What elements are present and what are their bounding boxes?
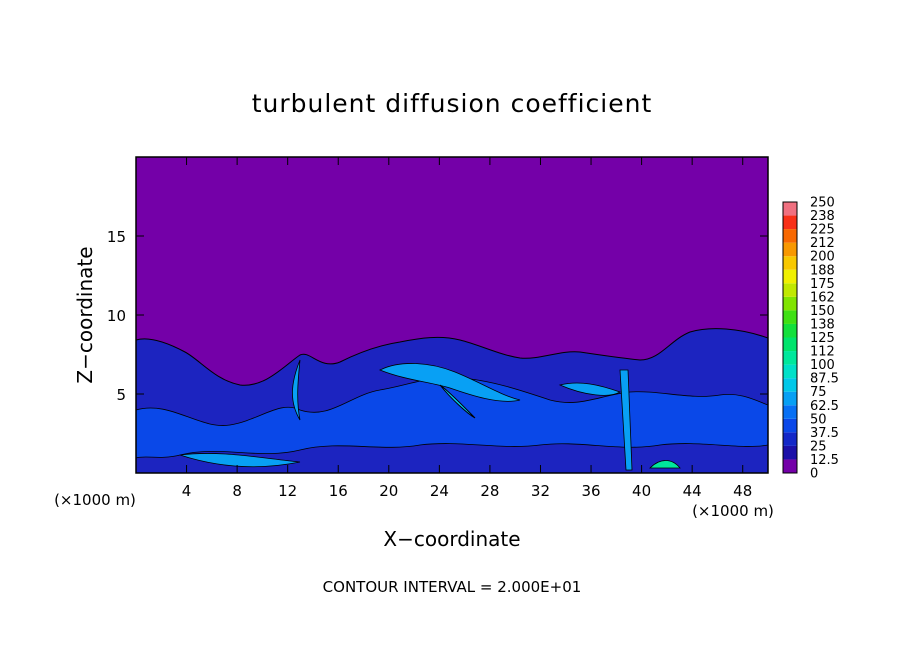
colorbar-band bbox=[783, 215, 797, 230]
colorbar-label: 87.5 bbox=[810, 372, 839, 387]
x-tick-label: 48 bbox=[733, 482, 752, 500]
colorbar-frame bbox=[782, 201, 798, 474]
colorbar-band bbox=[783, 242, 797, 257]
x-tick-label: 32 bbox=[531, 482, 550, 500]
colorbar-label: 188 bbox=[810, 263, 835, 278]
turbulent-band bbox=[439, 384, 476, 419]
x-tick-label: 44 bbox=[683, 482, 702, 500]
turbulent-band bbox=[135, 377, 769, 459]
y-axis-title: Z−coordinate bbox=[73, 246, 97, 383]
turbulent-band bbox=[558, 382, 621, 396]
colorbar-band bbox=[783, 283, 797, 297]
colorbar-band bbox=[783, 445, 797, 460]
field bbox=[135, 157, 769, 474]
turbulent-band bbox=[649, 460, 681, 469]
colorbar-label: 250 bbox=[810, 196, 835, 211]
colorbar-band bbox=[783, 202, 797, 216]
colorbar-band bbox=[783, 432, 797, 446]
colorbar-label: 75 bbox=[810, 385, 827, 400]
colorbar-band bbox=[783, 229, 797, 243]
x-unit-label: (×1000 m) bbox=[54, 491, 136, 509]
colorbar-band bbox=[783, 378, 797, 392]
turbulent-band bbox=[619, 369, 633, 471]
colorbar-band bbox=[783, 256, 797, 270]
x-tick-label: 8 bbox=[232, 482, 242, 500]
colorbar-label: 37.5 bbox=[810, 426, 839, 441]
colorbar-band bbox=[783, 364, 797, 379]
x-unit-label: (×1000 m) bbox=[692, 502, 774, 520]
x-tick-label: 28 bbox=[480, 482, 499, 500]
colorbar-label: 138 bbox=[810, 317, 835, 332]
x-tick-label: 4 bbox=[182, 482, 192, 500]
x-tick-label: 20 bbox=[379, 482, 398, 500]
x-tick-label: 40 bbox=[632, 482, 651, 500]
x-tick-label: 12 bbox=[278, 482, 297, 500]
colorbar-band bbox=[783, 269, 797, 284]
colorbar-band bbox=[783, 310, 797, 324]
colorbar-label: 100 bbox=[810, 358, 835, 373]
turbulent-band bbox=[179, 453, 301, 468]
colorbar-label: 0 bbox=[810, 467, 818, 482]
colorbar-label: 238 bbox=[810, 209, 835, 224]
chart-title: turbulent diffusion coefficient bbox=[252, 89, 653, 118]
colorbar-band bbox=[783, 418, 797, 433]
colorbar-label: 212 bbox=[810, 236, 835, 251]
colorbar-label: 225 bbox=[810, 223, 835, 238]
colorbar-band bbox=[783, 323, 797, 338]
turbulent-band bbox=[379, 363, 521, 402]
colorbar-label: 50 bbox=[810, 412, 827, 427]
colorbar-label: 62.5 bbox=[810, 399, 839, 414]
y-tick-label: 10 bbox=[107, 307, 126, 325]
colorbar-band bbox=[783, 459, 797, 473]
turbulent-band bbox=[292, 359, 301, 421]
x-tick-label: 16 bbox=[329, 482, 348, 500]
colorbar-label: 162 bbox=[810, 290, 835, 305]
colorbar-band bbox=[783, 405, 797, 419]
colorbar-band bbox=[783, 296, 797, 311]
colorbar-label: 200 bbox=[810, 250, 835, 265]
x-tick-label: 36 bbox=[581, 482, 600, 500]
contour-note: CONTOUR INTERVAL = 2.000E+01 bbox=[323, 578, 582, 596]
y-tick-label: 15 bbox=[107, 228, 126, 246]
colorbar-label: 150 bbox=[810, 304, 835, 319]
colorbar-label: 25 bbox=[810, 439, 827, 454]
colorbar-label: 125 bbox=[810, 331, 835, 346]
colorbar-band bbox=[783, 391, 797, 406]
colorbar-band bbox=[783, 351, 797, 365]
colorbar-label: 175 bbox=[810, 277, 835, 292]
x-tick-label: 24 bbox=[430, 482, 449, 500]
x-axis-title: X−coordinate bbox=[383, 527, 520, 551]
y-tick-label: 5 bbox=[116, 386, 126, 404]
colorbar-band bbox=[783, 337, 797, 352]
colorbar-label: 12.5 bbox=[810, 453, 839, 468]
colorbar-label: 112 bbox=[810, 345, 835, 360]
